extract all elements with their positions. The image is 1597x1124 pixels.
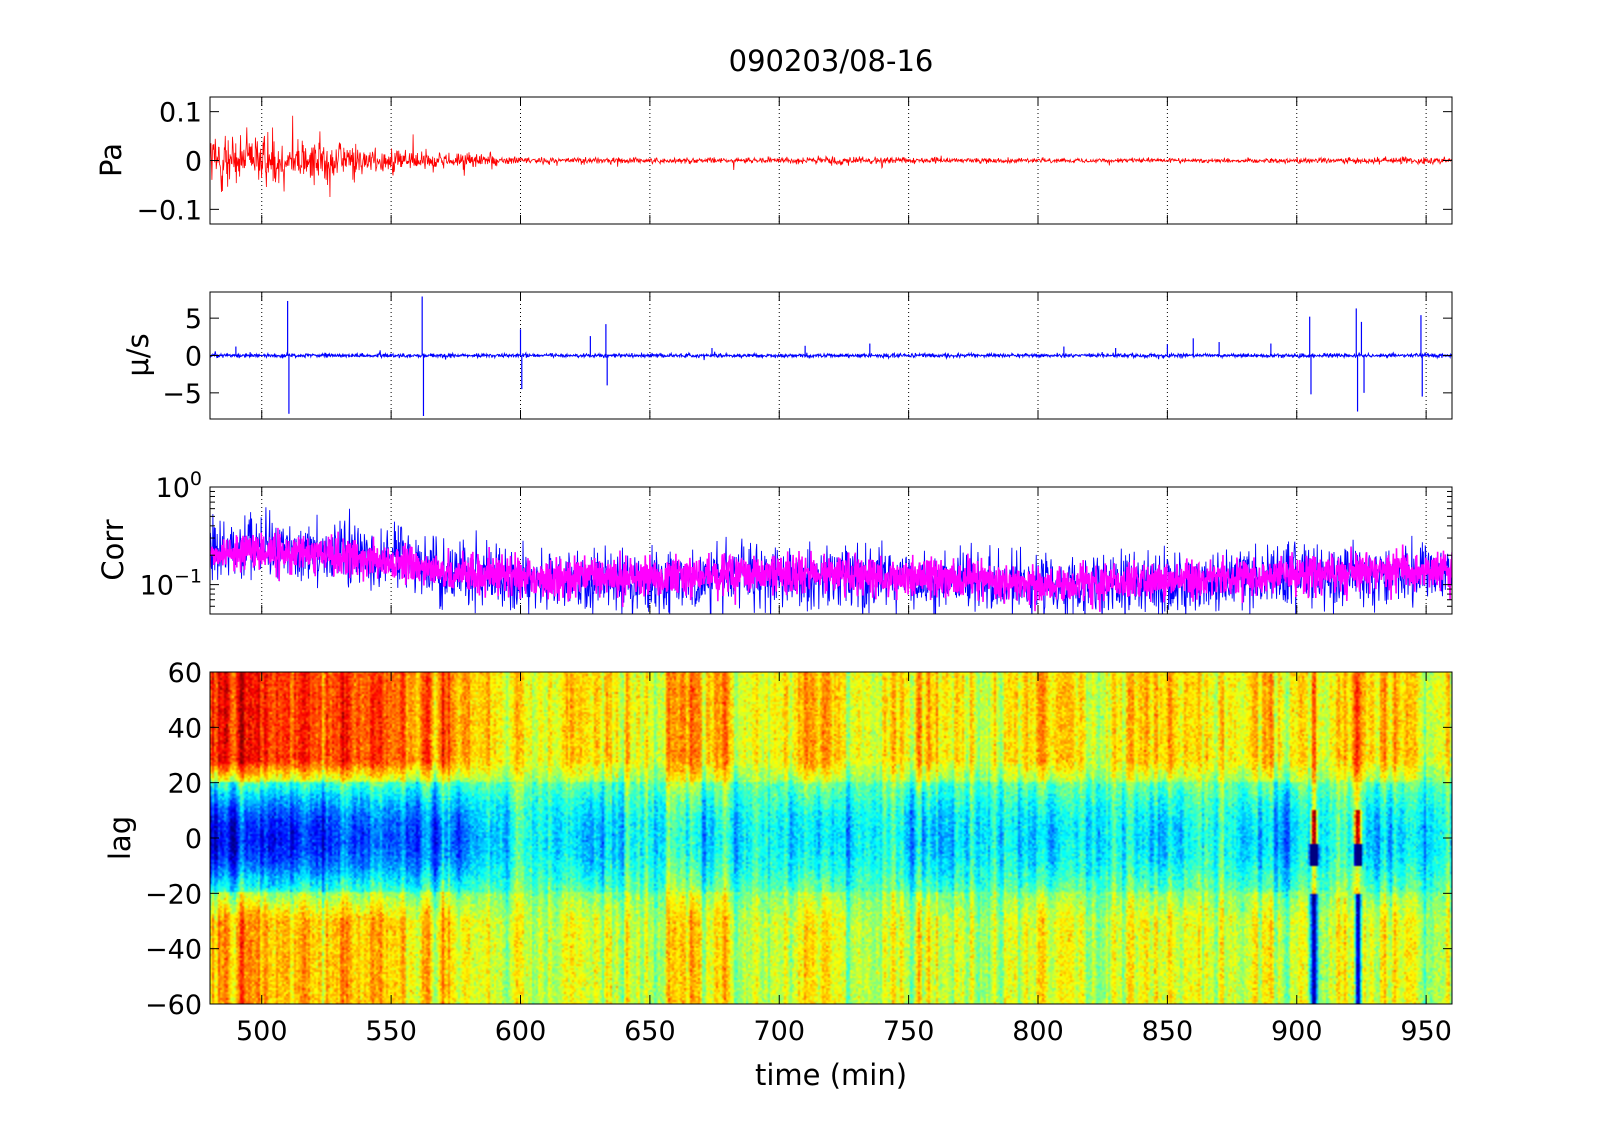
- y-tick-label: 10−1: [140, 566, 202, 602]
- y-tick-label: −20: [145, 879, 202, 910]
- ylabel-velocity: μ/s: [121, 333, 155, 376]
- y-tick-label: −60: [145, 990, 202, 1021]
- panel-velocity: 5 0 −5 μ/s: [121, 291, 1453, 420]
- y-tick-label: 5: [185, 304, 202, 335]
- correlation-series-2: [210, 527, 1452, 612]
- ylabel-pressure: Pa: [94, 143, 128, 177]
- pressure-series-line: [210, 115, 1452, 198]
- y-tick-label: 40: [168, 713, 202, 744]
- y-tick-label: 0: [185, 342, 202, 373]
- x-tick-label: 800: [1012, 1016, 1064, 1047]
- y-tick-label: 0: [185, 147, 202, 178]
- y-tick-label: −40: [145, 935, 202, 966]
- panel-correlation: 100 10−1 Corr: [96, 468, 1453, 615]
- ylabel-lag: lag: [103, 816, 137, 860]
- x-tick-label: 600: [495, 1016, 547, 1047]
- x-tick-label: 950: [1400, 1016, 1452, 1047]
- chart-title: 090203/08-16: [729, 44, 934, 78]
- axes-frame-correlation: [209, 486, 1453, 615]
- xlabel: time (min): [755, 1058, 907, 1092]
- panel-lag: 60 40 20 0 −20 −40 −60 500 550 600 650 700 750 800 850…: [103, 658, 1453, 1047]
- y-tick-label: 60: [168, 658, 202, 689]
- x-tick-label: 500: [236, 1016, 288, 1047]
- x-tick-label: 700: [753, 1016, 805, 1047]
- y-tick-label: 100: [156, 468, 202, 504]
- velocity-series-line: [210, 350, 1452, 361]
- y-tick-label: −0.1: [136, 195, 202, 226]
- x-tick-label: 650: [624, 1016, 676, 1047]
- y-tick-label: −5: [162, 379, 202, 410]
- y-tick-label: 0.1: [159, 98, 202, 129]
- panel-pressure: 0.1 0 −0.1 Pa: [94, 96, 1453, 226]
- y-tick-label: 20: [168, 769, 202, 800]
- x-tick-label: 850: [1142, 1016, 1194, 1047]
- y-tick-label: 0: [185, 824, 202, 855]
- ylabel-correlation: Corr: [96, 519, 130, 580]
- x-tick-label: 900: [1271, 1016, 1323, 1047]
- x-tick-label: 550: [365, 1016, 417, 1047]
- x-tick-label: 750: [883, 1016, 935, 1047]
- lag-heatmap-image: [210, 672, 1452, 1004]
